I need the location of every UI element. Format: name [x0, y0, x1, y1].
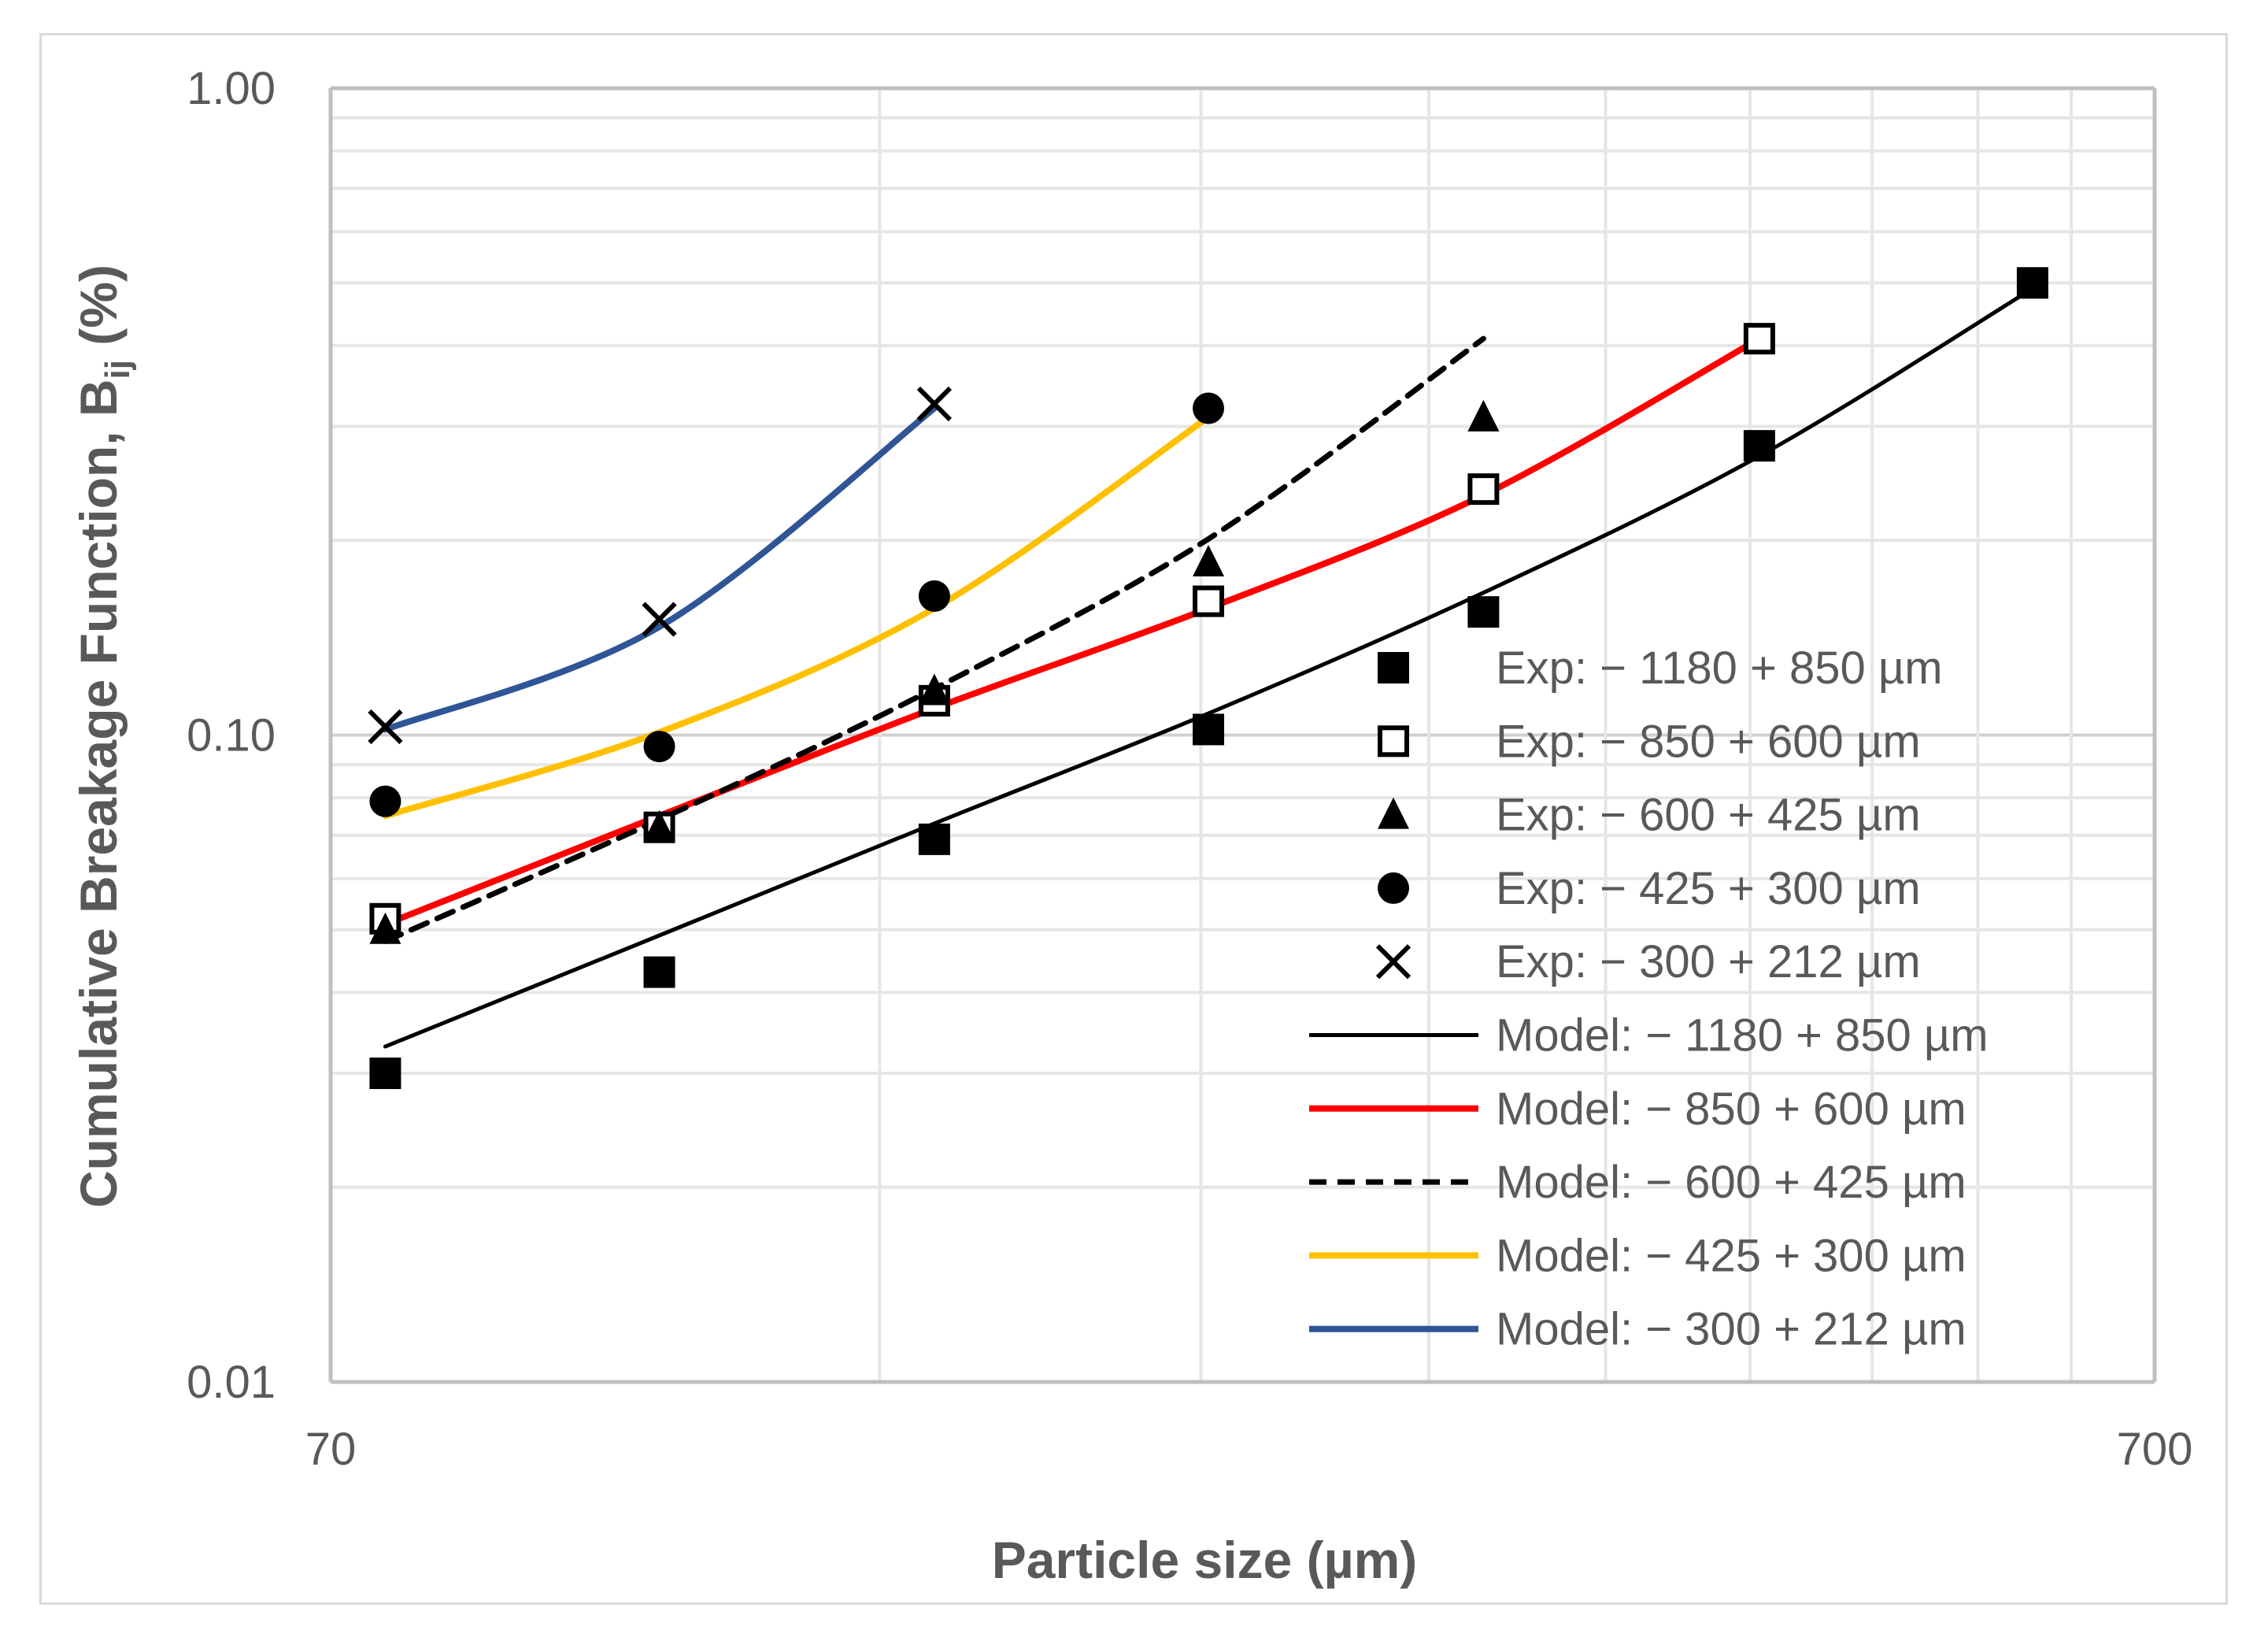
exp-point-5-stroke: [642, 602, 677, 637]
legend-marker-1: [1378, 652, 1409, 683]
y-axis-title: Cumulative Breakage Function, Bij (%): [69, 265, 137, 1208]
y-tick-label: 0.10: [187, 710, 276, 761]
x-tick-label: 700: [2117, 1424, 2193, 1475]
exp-point-2: [1467, 473, 1500, 506]
chart-frame: [39, 33, 2228, 1605]
exp-point-1: [1743, 430, 1775, 462]
exp-point-2: [1193, 585, 1225, 617]
legend-label: Model: − 425 + 300 µm: [1496, 1230, 1966, 1281]
legend-marker-4: [1378, 872, 1409, 904]
legend-label: Exp: − 425 + 300 µm: [1496, 863, 1921, 914]
exp-point-3: [1193, 545, 1225, 577]
exp-point-5-stroke: [368, 709, 403, 745]
model-line-2: [382, 335, 1763, 928]
exp-point-3: [918, 673, 950, 706]
legend-marker-5-stroke: [1375, 944, 1411, 980]
legend-label: Model: − 1180 + 850 µm: [1496, 1010, 1989, 1061]
legend-marker-5: [1375, 944, 1411, 980]
exp-point-1: [1467, 596, 1500, 628]
series-layer: [368, 267, 2048, 1090]
exp-point-4: [369, 785, 401, 817]
exp-point-4: [1193, 392, 1225, 424]
exp-point-2: [1743, 323, 1775, 355]
legend-label: Model: − 600 + 425 µm: [1496, 1157, 1966, 1208]
legend-label: Model: − 300 + 212 µm: [1496, 1304, 1966, 1355]
exp-point-3: [1467, 399, 1500, 432]
exp-point-1: [369, 1058, 401, 1090]
exp-point-1: [643, 956, 675, 988]
model-line-5: [382, 405, 938, 733]
tick-layer: 0.01 0.10 1.00 70 700: [187, 63, 2192, 1475]
exp-point-1: [1193, 713, 1225, 746]
exp-point-5: [642, 602, 677, 637]
exp-point-3: [643, 809, 675, 842]
exp-point-5-stroke: [916, 386, 953, 422]
axis-layer: [328, 86, 2157, 1384]
model-line-4: [382, 413, 1212, 820]
y-axis-title-sub: ij: [98, 360, 137, 379]
y-tick-label: 0.01: [187, 1357, 276, 1408]
legend-label: Model: − 850 + 600 µm: [1496, 1084, 1966, 1135]
exp-point-5: [916, 386, 953, 422]
x-tick-label: 70: [305, 1424, 357, 1475]
exp-point-4: [643, 731, 675, 763]
y-tick-label: 1.00: [187, 63, 276, 114]
legend-marker-3: [1378, 797, 1409, 829]
legend-label: Exp: − 850 + 600 µm: [1496, 716, 1921, 767]
legend-label: Exp: − 600 + 425 µm: [1496, 790, 1921, 841]
legend-label: Exp: − 1180 + 850 µm: [1496, 643, 1943, 694]
legend-marker-2: [1378, 725, 1409, 758]
x-axis-title: Particle size (µm): [992, 1531, 1418, 1589]
legend-label: Exp: − 300 + 212 µm: [1496, 936, 1921, 987]
exp-point-1: [918, 823, 950, 855]
exp-point-4: [918, 580, 950, 613]
y-axis-title-tail: (%): [69, 265, 128, 360]
exp-point-5: [368, 709, 403, 745]
y-axis-title-main: Cumulative Breakage Function, B: [69, 379, 128, 1208]
exp-point-3: [369, 912, 401, 944]
legend: Exp: − 1180 + 850 µm Exp: − 850 + 600 µm E…: [1309, 643, 1989, 1355]
exp-point-1: [2016, 267, 2048, 299]
